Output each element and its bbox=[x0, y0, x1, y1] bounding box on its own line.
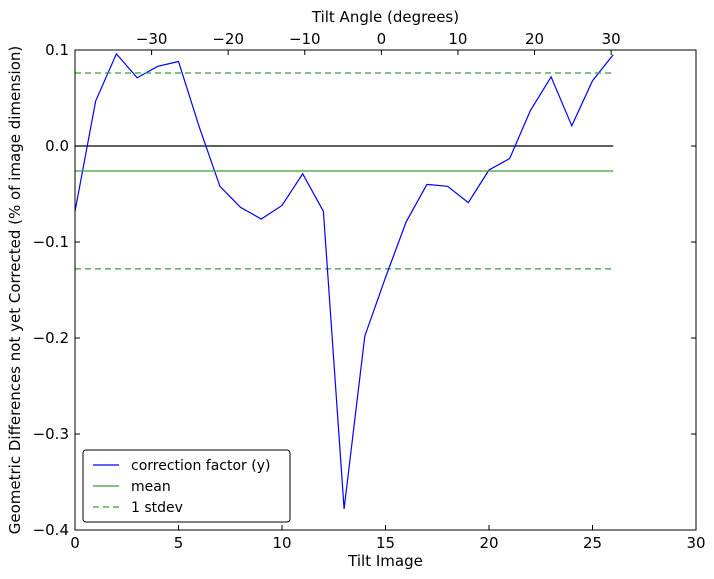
top-tick-label: 20 bbox=[525, 30, 544, 48]
legend-box bbox=[82, 449, 291, 523]
x-tick-label: 30 bbox=[686, 534, 705, 552]
x-axis-title: Tilt Image bbox=[347, 552, 423, 570]
x-tick-label: 10 bbox=[272, 534, 291, 552]
legend-label: mean bbox=[131, 479, 171, 495]
top-tick-label: −20 bbox=[212, 30, 244, 48]
top-tick-label: 0 bbox=[377, 30, 387, 48]
top-tick-label: −10 bbox=[289, 30, 321, 48]
x-tick-label: 0 bbox=[70, 534, 80, 552]
top-axis-title: Tilt Angle (degrees) bbox=[311, 8, 459, 26]
y-axis-title: Geometric Differences not yet Corrected … bbox=[6, 46, 24, 535]
plot-area: 0 5 10 15 20 25 30 −0.4 −0.3 −0.2 −0.1 0.0 0.1 −30 −20… bbox=[33, 30, 706, 552]
x-tick-label: 15 bbox=[376, 534, 395, 552]
legend: correction factor (y) mean 1 stdev bbox=[82, 449, 291, 523]
top-tick-label: 10 bbox=[448, 30, 467, 48]
y-tick-label: −0.4 bbox=[33, 521, 69, 539]
correction-factor-line bbox=[74, 52, 614, 509]
y-tick-label: −0.1 bbox=[33, 233, 69, 251]
top-tick-label: −30 bbox=[136, 30, 168, 48]
y-tick-label: 0.0 bbox=[45, 137, 69, 155]
x-tick-label: 25 bbox=[583, 534, 602, 552]
y-tick-label: −0.3 bbox=[33, 425, 69, 443]
x-tick-label: 20 bbox=[479, 534, 498, 552]
legend-label: 1 stdev bbox=[131, 500, 183, 516]
legend-label: correction factor (y) bbox=[131, 458, 270, 474]
top-tick-label: 30 bbox=[602, 30, 621, 48]
y-tick-label: 0.1 bbox=[45, 41, 69, 59]
x-tick-label: 5 bbox=[174, 534, 184, 552]
y-tick-label: −0.2 bbox=[33, 329, 69, 347]
